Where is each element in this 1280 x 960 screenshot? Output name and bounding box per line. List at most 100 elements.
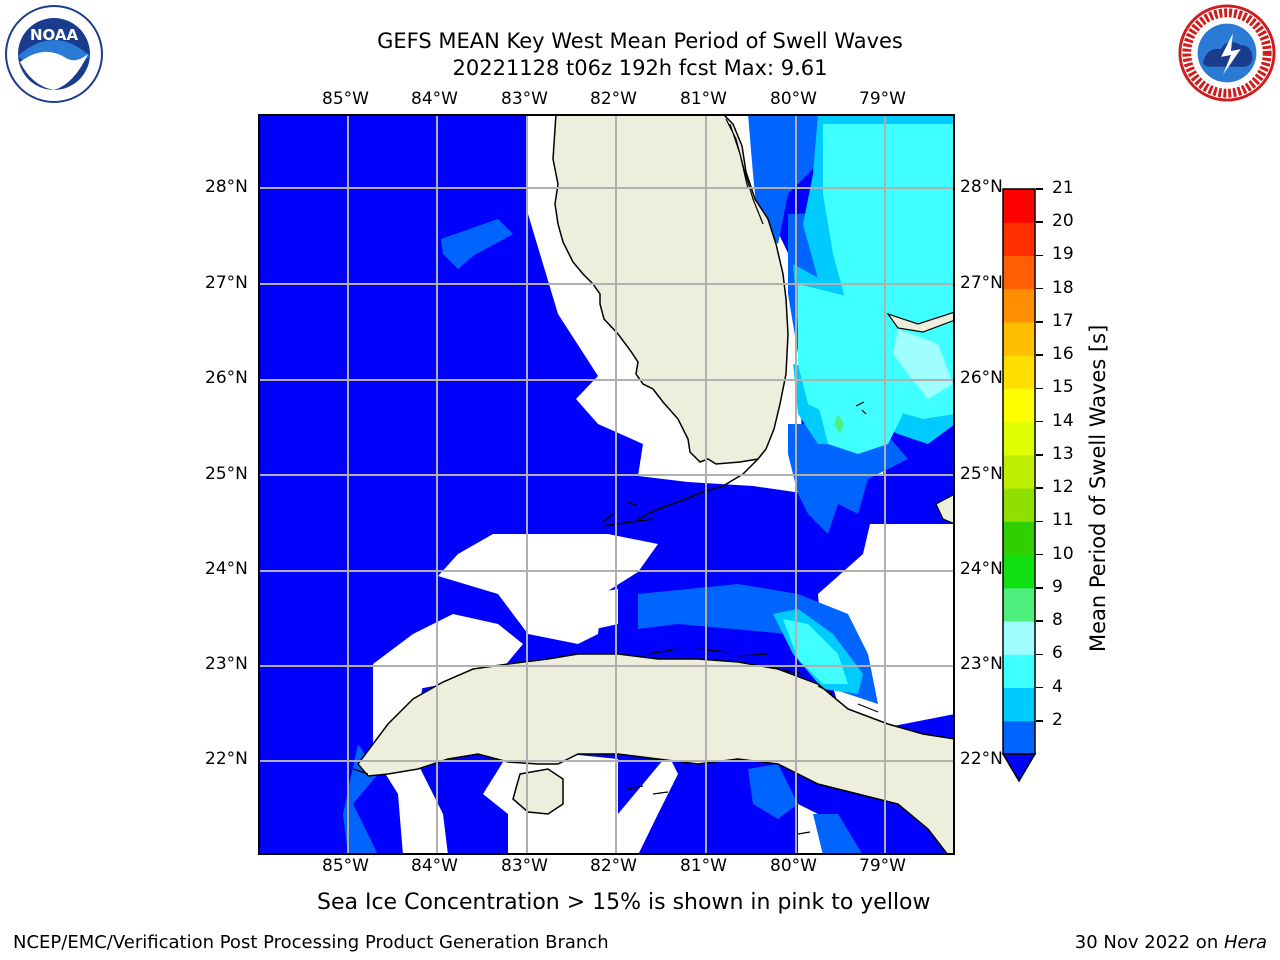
- colorbar-tick-mark: [1036, 720, 1043, 722]
- footer-machine: Hera: [1223, 932, 1267, 953]
- swell-max-spot: [834, 414, 844, 434]
- colorbar-tick-label: 2: [1052, 709, 1063, 730]
- lon-label-top: 85°W: [322, 89, 369, 109]
- colorbar-band: [1003, 488, 1035, 522]
- florida-east-lagoon: [725, 118, 764, 225]
- lon-label-top: 81°W: [680, 89, 727, 109]
- lat-label-right: 24°N: [960, 559, 1003, 579]
- graticule: [258, 114, 955, 855]
- colorbar-band: [1003, 355, 1035, 389]
- bahamas-islets: [797, 401, 867, 835]
- colorbar-tick-mark: [1036, 686, 1043, 689]
- colorbar-tick-label: 21: [1052, 178, 1074, 198]
- colorbar-band: [1003, 421, 1035, 456]
- colorbar-tick-mark: [1036, 587, 1043, 589]
- colorbar-tick-label: 10: [1052, 543, 1074, 564]
- colorbar-label: Mean Period of Swell Waves [s]: [1086, 324, 1110, 652]
- colorbar-tick-mark: [1036, 553, 1043, 556]
- colorbar-band: [1003, 587, 1035, 622]
- lon-label-bottom: 79°W: [859, 856, 906, 876]
- lat-label-right: 28°N: [960, 177, 1003, 197]
- map-title: GEFS MEAN Key West Mean Period of Swell …: [377, 29, 903, 53]
- colorbar-frame: [1002, 188, 1036, 755]
- swell-8-9s: [783, 124, 955, 684]
- lat-label-left: 25°N: [205, 464, 248, 484]
- isla-juventud: [512, 768, 564, 815]
- lat-label-left: 26°N: [205, 368, 248, 388]
- lat-label-left: 23°N: [205, 654, 248, 674]
- lat-label-right: 27°N: [960, 273, 1003, 293]
- colorbar-tick-label: 20: [1052, 211, 1074, 232]
- colorbar-band: [1003, 288, 1035, 323]
- colorbar-band: [1003, 222, 1035, 256]
- lat-label-left: 28°N: [205, 177, 248, 197]
- colorbar-tick-label: 16: [1052, 344, 1074, 365]
- lat-label-left: 27°N: [205, 273, 248, 293]
- lat-label-left: 22°N: [205, 749, 248, 769]
- lat-label-right: 23°N: [960, 654, 1003, 674]
- lon-label-bottom: 81°W: [680, 856, 727, 876]
- colorbar-tick-mark: [1036, 487, 1043, 489]
- colorbar-tick-mark: [1036, 520, 1043, 523]
- colorbar-band: [1003, 189, 1035, 223]
- lon-label-top: 83°W: [501, 89, 548, 109]
- cuba-landmass: [357, 653, 955, 855]
- colorbar-band: [1003, 687, 1035, 722]
- map-subtitle: 20221128 t06z 192h fcst Max: 9.61: [452, 56, 828, 80]
- colorbar-band: [1003, 621, 1035, 655]
- cuba-cays: [352, 648, 879, 795]
- colorbar-tick-label: 9: [1052, 576, 1063, 597]
- colorbar-band: [1003, 388, 1035, 423]
- colorbar-tick-mark: [1036, 620, 1043, 622]
- colorbar-tick-label: 6: [1052, 643, 1063, 664]
- colorbar-tick-label: 13: [1052, 443, 1074, 464]
- lon-label-bottom: 82°W: [590, 856, 637, 876]
- lon-label-top: 82°W: [590, 89, 637, 109]
- lon-label-bottom: 84°W: [411, 856, 458, 876]
- noaa-logo: NOAA: [5, 5, 103, 103]
- colorbar-tick-label: 14: [1052, 410, 1074, 431]
- sea-ice-caption: Sea Ice Concentration > 15% is shown in …: [317, 890, 931, 915]
- swell-9-10s: [893, 329, 953, 399]
- colorbar-band: [1003, 720, 1035, 755]
- colorbar-tick-label: 18: [1052, 277, 1074, 298]
- lat-label-right: 26°N: [960, 368, 1003, 388]
- colorbar-band: [1003, 654, 1035, 689]
- noaa-logo-text: NOAA: [30, 26, 79, 44]
- lat-label-right: 22°N: [960, 749, 1003, 769]
- lon-label-top: 79°W: [859, 89, 906, 109]
- lat-label-left: 24°N: [205, 559, 248, 579]
- florida-keys: [602, 458, 759, 527]
- colorbar-band: [1003, 554, 1035, 589]
- colorbar-tick-label: 11: [1052, 510, 1074, 531]
- colorbar-tick-label: 19: [1052, 244, 1074, 265]
- lat-label-right: 25°N: [960, 464, 1003, 484]
- colorbar-tick-mark: [1036, 188, 1043, 190]
- colorbar-tick-mark: [1036, 321, 1043, 323]
- colorbar-tick-mark: [1036, 653, 1043, 656]
- map-plot: [258, 114, 955, 855]
- colorbar-band: [1003, 454, 1035, 489]
- footer-date: 30 Nov 2022 on: [1074, 932, 1224, 953]
- lon-label-bottom: 85°W: [322, 856, 369, 876]
- colorbar-extend-triangle: [1001, 753, 1037, 783]
- colorbar-tick-label: 12: [1052, 477, 1074, 498]
- colorbar-tick-label: 8: [1052, 610, 1063, 631]
- lon-label-top: 84°W: [411, 89, 458, 109]
- map-frame: [258, 114, 955, 855]
- florida-landmass: [552, 114, 789, 465]
- lon-label-bottom: 80°W: [770, 856, 817, 876]
- colorbar-tick-mark: [1036, 420, 1043, 423]
- colorbar-tick-label: 4: [1052, 676, 1063, 697]
- nws-logo: [1178, 4, 1276, 102]
- colorbar-tick-mark: [1036, 454, 1043, 456]
- lon-label-top: 80°W: [770, 89, 817, 109]
- colorbar-tick-mark: [1036, 354, 1043, 356]
- lon-label-bottom: 83°W: [501, 856, 548, 876]
- colorbar: [1001, 188, 1037, 783]
- footer-left: NCEP/EMC/Verification Post Processing Pr…: [13, 932, 609, 953]
- colorbar-band: [1003, 255, 1035, 290]
- colorbar-tick-mark: [1036, 254, 1043, 257]
- bahamas-coast: [886, 311, 955, 525]
- colorbar-tick-mark: [1036, 387, 1043, 390]
